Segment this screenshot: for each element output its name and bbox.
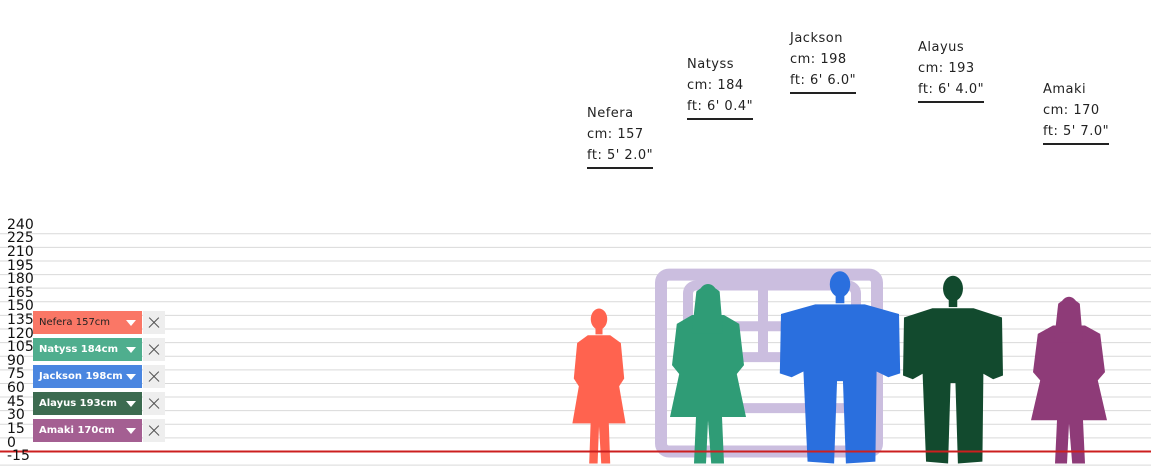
figure-height-cm: cm: 184: [687, 78, 744, 93]
y-tick-label: 135: [7, 312, 34, 328]
figure-nefera[interactable]: [572, 308, 626, 464]
figure-height-cm: cm: 157: [587, 127, 644, 142]
y-tick-label: 30: [7, 407, 25, 424]
legend-label: Natyss 184cm: [39, 344, 119, 355]
y-tick-label: 15: [7, 420, 25, 437]
y-tick-label: 45: [7, 393, 25, 410]
y-tick-label: 240: [7, 216, 34, 233]
legend-row-nefera: Nefera 157cm: [33, 311, 165, 334]
chevron-down-icon: [126, 347, 136, 353]
y-tick-label: 75: [7, 366, 25, 383]
y-tick-label: 225: [7, 230, 34, 247]
chevron-down-icon: [126, 374, 136, 380]
y-tick-label: 60: [7, 380, 25, 397]
figure-height-cm: cm: 193: [918, 61, 975, 76]
y-tick-label: 180: [7, 271, 34, 288]
figure-label-amaki: Amaki cm: 170 ft: 5' 7.0": [1043, 79, 1110, 145]
close-icon[interactable]: [143, 338, 165, 361]
close-icon[interactable]: [143, 365, 165, 388]
chevron-down-icon: [126, 401, 136, 407]
character-legend: Nefera 157cm Natyss 184cm Jackson 198cm Ala…: [33, 311, 165, 446]
figure-jackson[interactable]: [779, 271, 901, 464]
figure-body: [670, 314, 746, 464]
legend-select[interactable]: Alayus 193cm: [33, 392, 142, 415]
y-tick-label: 120: [7, 325, 34, 342]
close-icon[interactable]: [143, 392, 165, 415]
figure-neck: [595, 325, 603, 335]
figure-head: [943, 275, 963, 302]
figure-amaki[interactable]: [1031, 296, 1107, 464]
figure-neck: [948, 295, 958, 308]
legend-row-alayus: Alayus 193cm: [33, 392, 165, 415]
close-icon[interactable]: [143, 419, 165, 442]
figure-hair: [691, 286, 724, 334]
y-tick-label: 0: [7, 434, 16, 451]
y-tick-label: 195: [7, 257, 34, 274]
y-tick-label: 105: [7, 339, 34, 356]
legend-select[interactable]: Nefera 157cm: [33, 311, 142, 334]
legend-row-jackson: Jackson 198cm: [33, 365, 165, 388]
figure-body: [1031, 325, 1107, 464]
figure-group: [572, 271, 1107, 464]
legend-select[interactable]: Natyss 184cm: [33, 338, 142, 361]
figure-height-cm: cm: 198: [790, 52, 847, 67]
figure-height-ft: ft: 5' 7.0": [1043, 121, 1110, 145]
legend-row-amaki: Amaki 170cm: [33, 419, 165, 442]
legend-select[interactable]: Jackson 198cm: [33, 365, 142, 388]
figure-natyss[interactable]: [670, 283, 746, 464]
figure-body: [572, 335, 626, 464]
figure-head: [590, 308, 608, 330]
figure-label-natyss: Natyss cm: 184 ft: 6' 0.4": [687, 54, 754, 120]
figure-head: [829, 271, 851, 298]
y-tick-label: -15: [7, 448, 30, 465]
legend-label: Amaki 170cm: [39, 425, 115, 436]
figure-height-ft: ft: 6' 0.4": [687, 96, 754, 120]
figure-neck: [835, 291, 845, 304]
figure-label-alayus: Alayus cm: 193 ft: 6' 4.0": [918, 37, 985, 103]
legend-row-natyss: Natyss 184cm: [33, 338, 165, 361]
legend-label: Nefera 157cm: [39, 317, 111, 328]
y-tick-label: 165: [7, 284, 34, 301]
figure-alayus[interactable]: [903, 275, 1003, 464]
legend-label: Jackson 198cm: [39, 371, 123, 382]
figure-height-ft: ft: 5' 2.0": [587, 145, 654, 169]
figure-height-ft: ft: 6' 4.0": [918, 79, 985, 103]
figure-name: Amaki: [1043, 82, 1087, 97]
figure-name: Jackson: [790, 31, 843, 46]
figure-hair: [1053, 298, 1084, 343]
figure-name: Nefera: [587, 106, 634, 121]
figure-name: Alayus: [918, 40, 965, 55]
legend-select[interactable]: Amaki 170cm: [33, 419, 142, 442]
y-tick-label: 150: [7, 298, 34, 315]
figure-body: [779, 304, 901, 464]
figure-name: Natyss: [687, 57, 735, 72]
legend-label: Alayus 193cm: [39, 398, 117, 409]
close-icon[interactable]: [143, 311, 165, 334]
figure-height-ft: ft: 6' 6.0": [790, 70, 857, 94]
figure-label-jackson: Jackson cm: 198 ft: 6' 6.0": [790, 28, 857, 94]
y-tick-label: 210: [7, 243, 34, 260]
figure-label-nefera: Nefera cm: 157 ft: 5' 2.0": [587, 103, 654, 169]
chevron-down-icon: [126, 428, 136, 434]
chevron-down-icon: [126, 320, 136, 326]
figure-height-cm: cm: 170: [1043, 103, 1100, 118]
y-tick-label: 90: [7, 352, 25, 369]
figure-body: [903, 308, 1003, 464]
